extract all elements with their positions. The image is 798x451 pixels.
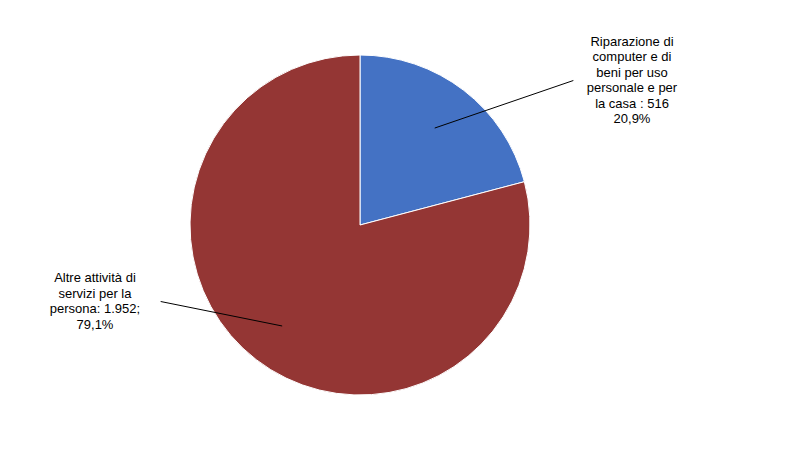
slice-label: Riparazione dicomputer e dibeni per usop… <box>587 34 678 127</box>
chart: Riparazione dicomputer e dibeni per usop… <box>0 0 798 451</box>
leader-line <box>435 81 574 129</box>
leader-line <box>161 302 283 326</box>
slice-label: Altre attività diservizi per lapersona: … <box>50 270 140 332</box>
pie <box>190 55 530 395</box>
pie-slice <box>190 55 530 395</box>
